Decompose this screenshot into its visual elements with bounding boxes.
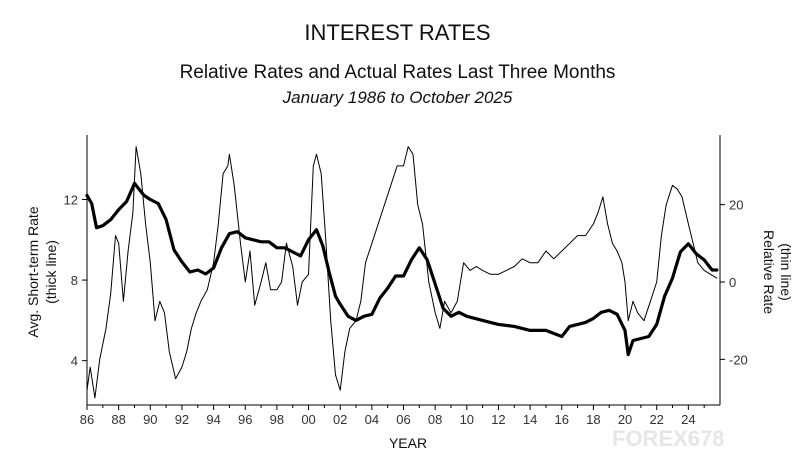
axis-layer: 86 88 90 92 94 96 98 00 02 04 06 08 10 12 14 16 18 20 22 24… (64, 192, 748, 427)
x-tick-label: 24 (681, 412, 695, 427)
y-left-tick-label: 12 (64, 192, 78, 207)
series-line-avg-short-term-rate (85, 181, 719, 357)
chart-title: INTEREST RATES (304, 20, 491, 45)
y-right-tick-label: -20 (729, 352, 748, 367)
x-tick-label: 08 (428, 412, 442, 427)
x-tick-label: 92 (175, 412, 189, 427)
y-left-tick-label: 8 (71, 273, 78, 288)
series-layer (85, 146, 719, 399)
x-tick-label: 18 (586, 412, 600, 427)
x-axis-title: YEAR (389, 435, 427, 451)
y-left-axis-note: (thick line) (43, 240, 59, 304)
x-tick-label: 12 (491, 412, 505, 427)
x-tick-label: 06 (396, 412, 410, 427)
chart-subtitle: Relative Rates and Actual Rates Last Thr… (179, 62, 616, 83)
y-right-axis-note: (thin line) (778, 243, 794, 301)
x-tick-label: 94 (206, 412, 220, 427)
x-tick-label: 86 (80, 412, 94, 427)
x-tick-label: 14 (523, 412, 537, 427)
x-tick-label: 04 (365, 412, 379, 427)
y-left-tick-label: 4 (71, 354, 78, 369)
series-line-relative-rate (86, 146, 718, 399)
x-tick-label: 00 (301, 412, 315, 427)
watermark: FOREX678 (612, 426, 725, 451)
x-tick-label: 22 (649, 412, 663, 427)
plot-frame (86, 135, 721, 406)
y-left-axis-title: Avg. Short-term Rate (25, 206, 41, 337)
x-tick-label: 88 (111, 412, 125, 427)
x-tick-label: 96 (238, 412, 252, 427)
y-right-tick-label: 0 (729, 275, 736, 290)
y-right-tick-label: 20 (729, 198, 743, 213)
x-tick-label: 10 (460, 412, 474, 427)
chart-date-range: January 1986 to October 2025 (282, 88, 513, 107)
x-tick-label: 90 (143, 412, 157, 427)
x-tick-label: 98 (270, 412, 284, 427)
x-tick-label: 16 (555, 412, 569, 427)
x-tick-label: 02 (333, 412, 347, 427)
x-tick-label: 20 (618, 412, 632, 427)
y-right-axis-title: Relative Rate (761, 230, 777, 314)
